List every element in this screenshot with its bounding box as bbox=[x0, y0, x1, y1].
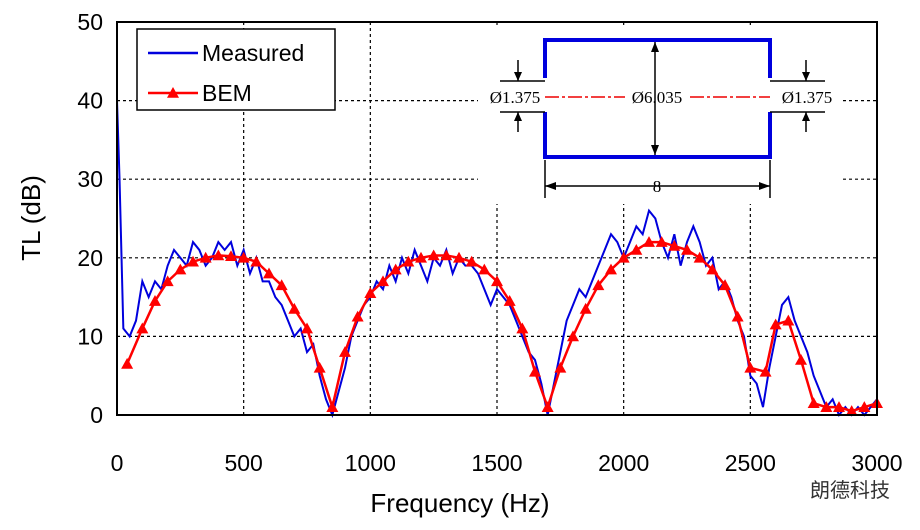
marker bbox=[643, 236, 655, 247]
plot-data bbox=[116, 100, 883, 419]
y-axis-label: TL (dB) bbox=[16, 175, 46, 261]
marker bbox=[693, 251, 706, 263]
x-tick-label: 1500 bbox=[471, 450, 522, 476]
y-tick-label: 0 bbox=[90, 402, 103, 428]
x-tick-label: 1000 bbox=[345, 450, 396, 476]
marker bbox=[731, 310, 744, 322]
marker bbox=[668, 240, 681, 251]
x-tick-label: 3000 bbox=[851, 450, 902, 476]
outlet-label: Ø1.375 bbox=[782, 88, 833, 107]
marker bbox=[491, 275, 503, 287]
x-tick-label: 500 bbox=[224, 450, 262, 476]
marker bbox=[592, 279, 605, 291]
marker bbox=[326, 401, 339, 412]
x-tick-label: 2500 bbox=[725, 450, 776, 476]
marker bbox=[630, 243, 643, 255]
marker bbox=[782, 314, 795, 326]
marker bbox=[807, 397, 820, 409]
watermark: 朗德科技 bbox=[810, 479, 890, 502]
series-line bbox=[125, 240, 878, 413]
marker bbox=[313, 361, 326, 373]
marker bbox=[833, 401, 845, 412]
marker bbox=[402, 255, 415, 267]
y-tick-label: 20 bbox=[77, 245, 103, 271]
marker bbox=[503, 295, 516, 306]
marker bbox=[427, 249, 440, 261]
marker bbox=[795, 353, 807, 365]
marker bbox=[744, 361, 757, 373]
x-axis-label: Frequency (Hz) bbox=[370, 488, 549, 518]
marker bbox=[149, 295, 161, 306]
marker bbox=[275, 279, 288, 291]
marker bbox=[364, 287, 377, 298]
marker bbox=[161, 275, 174, 287]
y-tick-label: 30 bbox=[77, 166, 103, 192]
marker bbox=[478, 263, 491, 275]
legend-marker bbox=[167, 87, 179, 98]
legend-label: BEM bbox=[202, 80, 252, 106]
marker bbox=[301, 322, 313, 334]
marker bbox=[567, 330, 579, 342]
marker bbox=[681, 243, 693, 255]
legend: Measured BEM bbox=[136, 28, 336, 111]
y-tick-label: 50 bbox=[77, 9, 103, 35]
marker bbox=[541, 401, 554, 412]
marker bbox=[759, 365, 772, 377]
marker bbox=[187, 255, 199, 267]
marker bbox=[237, 251, 250, 263]
marker bbox=[136, 322, 149, 334]
marker bbox=[415, 251, 427, 263]
x-tick-label: 0 bbox=[111, 450, 124, 476]
inlet-label: Ø1.375 bbox=[490, 88, 541, 107]
inset-background bbox=[478, 28, 842, 204]
x-tick-label: 2000 bbox=[598, 450, 649, 476]
marker bbox=[199, 251, 212, 263]
marker bbox=[174, 263, 187, 275]
marker bbox=[845, 405, 858, 416]
marker bbox=[554, 361, 567, 373]
inset-diagram: Ø1.375 Ø6.035 Ø1.375 8 bbox=[478, 28, 842, 204]
marker bbox=[579, 302, 592, 314]
marker bbox=[389, 263, 402, 275]
marker bbox=[212, 249, 225, 261]
chamber-label: Ø6.035 bbox=[632, 88, 683, 107]
chamber-outline bbox=[543, 38, 772, 159]
marker bbox=[516, 322, 529, 334]
marker bbox=[617, 251, 630, 263]
marker bbox=[250, 255, 263, 267]
marker bbox=[858, 401, 871, 412]
legend-label: Measured bbox=[202, 40, 304, 66]
y-tick-label: 40 bbox=[77, 88, 103, 114]
marker bbox=[529, 365, 541, 377]
marker bbox=[655, 236, 668, 247]
marker bbox=[769, 318, 782, 330]
y-tick-label: 10 bbox=[77, 323, 103, 349]
marker bbox=[719, 279, 731, 291]
marker bbox=[225, 250, 237, 262]
marker bbox=[820, 401, 833, 412]
marker bbox=[351, 310, 364, 322]
marker bbox=[605, 263, 617, 275]
marker bbox=[453, 251, 465, 263]
dimension-lines bbox=[500, 42, 825, 198]
marker bbox=[706, 263, 719, 275]
length-label: 8 bbox=[653, 177, 662, 196]
marker bbox=[121, 357, 134, 369]
plot-frame bbox=[116, 21, 878, 416]
marker bbox=[465, 255, 478, 267]
marker bbox=[440, 249, 453, 261]
marker bbox=[263, 267, 275, 279]
marker bbox=[377, 275, 389, 287]
marker bbox=[288, 302, 301, 314]
marker bbox=[339, 346, 351, 357]
